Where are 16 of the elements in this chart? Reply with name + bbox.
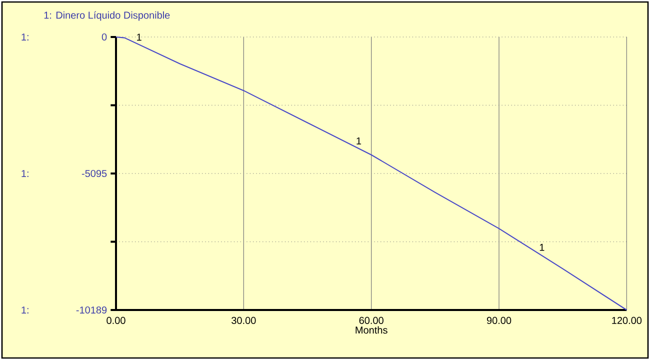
- text: 1:: [22, 34, 28, 40]
- x-axis-title: Months: [356, 326, 388, 334]
- text: 1: [540, 244, 544, 251]
- text: 1: [356, 137, 362, 144]
- y-tick-label: 0: [102, 33, 107, 41]
- y-tick-label: -5095: [82, 170, 107, 178]
- x-tick-label: 60.00: [359, 316, 384, 324]
- text: 1:: [22, 170, 28, 177]
- x-tick-label: 90.00: [486, 316, 512, 324]
- text: 1:: [22, 306, 28, 314]
- x-tick-label: 30.00: [232, 316, 256, 324]
- chart-title: 1: Dinero Líquido Disponible: [44, 11, 170, 21]
- x-tick-label: 0.00: [106, 316, 126, 324]
- x-tick-label: 120.00: [612, 316, 642, 324]
- y-tick-label: -10189: [76, 306, 107, 314]
- series-label: 1: [137, 34, 142, 41]
